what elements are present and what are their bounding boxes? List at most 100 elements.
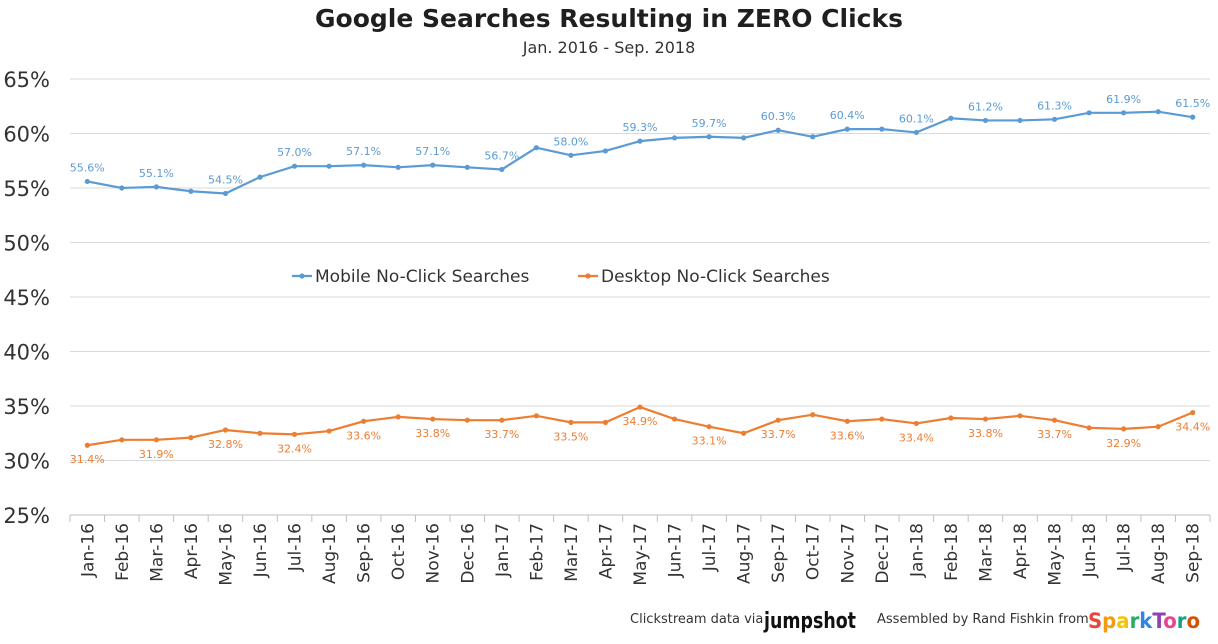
data-point [671,135,678,141]
data-point [222,427,229,433]
y-tick-label: 35% [3,395,50,419]
data-point [1190,409,1196,416]
legend: Mobile No-Click Searches Desktop No-Click… [292,267,830,287]
data-label: 33.8% [415,427,450,440]
data-point [1086,425,1092,431]
data-point [844,126,850,132]
x-tick-label: Feb-18 [942,523,962,581]
y-tick-label: 65% [3,68,50,92]
x-tick-label: May-17 [631,523,651,586]
x-tick-label: Jun-17 [666,523,686,578]
data-point [153,437,159,443]
data-labels: 55.6% 55.1% 54.5% 57.0% 57.1% 57.1% 56.7% 58.0%… [70,93,1210,466]
x-tick-label: Jan-17 [493,523,513,578]
data-label: 33.4% [899,431,934,444]
data-point [706,424,712,430]
x-tick-label: Feb-17 [527,523,547,581]
x-tick-label: Sep-18 [1184,523,1204,583]
y-tick-label: 50% [3,232,50,256]
data-label: 33.5% [553,430,588,443]
data-label: 32.4% [277,442,312,455]
x-tick-label: Jan-16 [78,523,98,578]
data-label: 61.2% [968,100,1003,113]
x-tick-label: Apr-16 [182,523,202,579]
data-point [775,417,781,423]
data-point [1086,110,1092,116]
data-point [1017,117,1023,124]
data-label: 32.9% [1106,437,1141,450]
data-point [637,138,643,144]
data-point [568,419,574,425]
data-point [982,117,989,124]
x-tick-label: Aug-18 [1149,523,1169,584]
data-point [119,185,125,191]
x-tick-label: May-18 [1046,523,1066,586]
data-point [671,416,678,422]
data-label: 32.8% [208,438,243,451]
y-tick-label: 45% [3,286,50,310]
data-point [602,419,609,425]
x-tick-label: Apr-18 [1011,523,1031,579]
data-label: 33.6% [830,429,865,442]
legend-item-desktop: Desktop No-Click Searches [578,267,830,287]
data-label: 34.4% [1175,421,1210,434]
data-point [1121,110,1127,116]
series-mobile [84,109,1196,197]
legend-marker [299,273,305,279]
x-tick-label: Jan-18 [907,523,927,578]
data-point [602,148,609,154]
y-tick-label: 60% [3,123,50,147]
x-tick-label: May-16 [216,523,236,586]
data-label: 56.7% [484,149,519,162]
x-tick-label: Jul-17 [700,523,720,572]
data-point [188,188,194,194]
data-point [499,417,505,423]
data-point [1051,116,1058,122]
x-tick-label: Sep-17 [769,523,789,583]
data-label: 58.0% [553,135,588,148]
x-tick-label: Dec-16 [458,523,478,584]
data-label: 59.3% [623,121,658,134]
footer: Clickstream data via jumpshot Assembled … [630,609,1200,634]
x-tick-label: Mar-18 [976,523,996,582]
data-point [706,134,712,140]
data-point [361,162,367,168]
data-point [257,174,263,180]
data-point [499,166,505,173]
data-point [810,134,816,140]
data-point [775,127,781,133]
x-tick-label: Oct-16 [389,523,409,580]
data-point [913,129,919,136]
data-point [84,178,90,185]
legend-marker [585,273,591,279]
x-tick-label: Aug-17 [735,523,755,584]
data-label: 33.1% [692,435,727,448]
data-label: 33.7% [1037,428,1072,441]
jumpshot-logo: jumpshot [763,609,856,634]
data-point [188,435,194,441]
data-label: 60.1% [899,112,934,125]
data-point [222,190,229,197]
data-label: 55.1% [139,167,174,180]
x-axis: Jan-16 Feb-16 Mar-16 Apr-16 May-16 Jun-16 Jul-… [69,514,1211,586]
assembled-credit: Assembled by Rand Fishkin from [877,612,1089,627]
x-tick-label: Apr-17 [596,523,616,579]
legend-label: Desktop No-Click Searches [601,267,830,287]
legend-item-mobile: Mobile No-Click Searches [292,267,530,287]
data-point [913,420,919,427]
data-label: 57.1% [415,145,450,158]
data-point [464,417,470,423]
y-axis: 25% 30% 35% 40% 45% 50% 55% 60% 65% [3,68,50,528]
data-label: 33.7% [484,428,519,441]
data-point [844,418,850,424]
data-point [948,415,954,421]
data-point [810,412,816,418]
data-label: 54.5% [208,173,243,186]
svg-text:SparkToro: SparkToro [1088,609,1200,633]
x-tick-label: Oct-17 [804,523,824,580]
data-point [430,416,436,422]
y-tick-label: 55% [3,177,50,201]
data-point [879,416,885,422]
x-tick-label: Mar-17 [562,523,582,582]
